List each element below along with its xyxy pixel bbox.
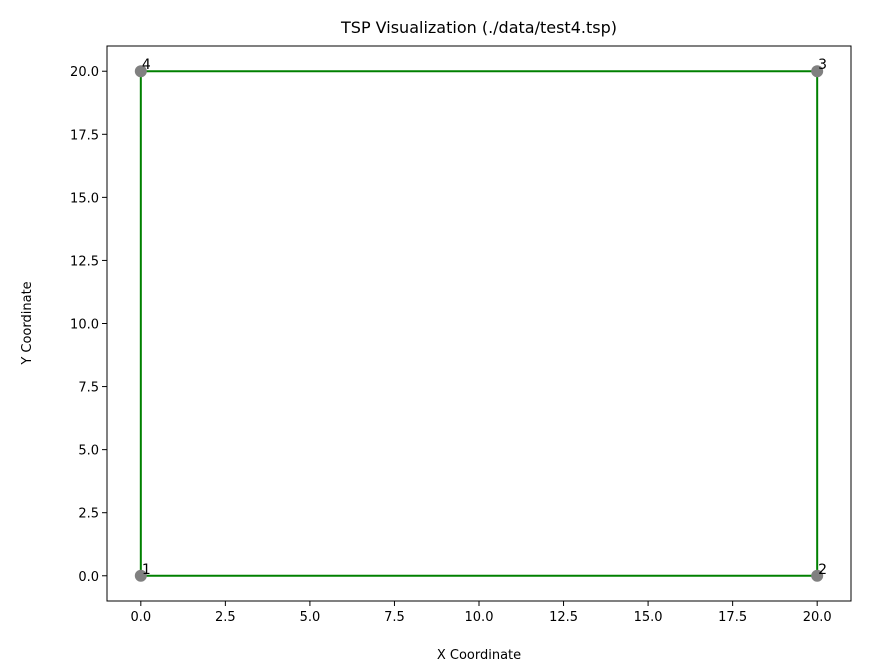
city-label: 4 xyxy=(142,57,151,73)
chart-title: TSP Visualization (./data/test4.tsp) xyxy=(340,18,617,37)
city-point xyxy=(134,569,147,582)
y-tick-label: 10.0 xyxy=(70,318,99,333)
y-tick-label: 17.5 xyxy=(70,128,99,143)
city-label: 3 xyxy=(818,57,827,73)
x-tick-label: 12.5 xyxy=(549,610,578,625)
y-tick-label: 0.0 xyxy=(78,570,99,585)
x-tick-label: 15.0 xyxy=(634,610,663,625)
y-axis-label: Y Coordinate xyxy=(20,281,35,365)
x-tick-label: 2.5 xyxy=(215,610,236,625)
x-tick-label: 20.0 xyxy=(803,610,832,625)
y-tick-label: 2.5 xyxy=(78,507,99,522)
x-tick-label: 17.5 xyxy=(718,610,747,625)
x-tick-label: 5.0 xyxy=(300,610,321,625)
city-point xyxy=(811,65,824,78)
x-tick-label: 10.0 xyxy=(465,610,494,625)
city-label: 1 xyxy=(142,562,151,578)
plot-frame xyxy=(106,45,852,602)
city-label: 2 xyxy=(818,562,827,578)
y-tick-label: 20.0 xyxy=(70,65,99,80)
route-line xyxy=(139,70,819,577)
y-tick-label: 12.5 xyxy=(70,254,99,269)
x-axis-label: X Coordinate xyxy=(437,648,521,663)
x-tick-label: 7.5 xyxy=(384,610,405,625)
city-point xyxy=(811,569,824,582)
y-tick-label: 5.0 xyxy=(78,444,99,459)
x-tick-label: 0.0 xyxy=(130,610,151,625)
city-point xyxy=(134,65,147,78)
y-tick-label: 15.0 xyxy=(70,191,99,206)
y-tick-label: 7.5 xyxy=(78,381,99,396)
